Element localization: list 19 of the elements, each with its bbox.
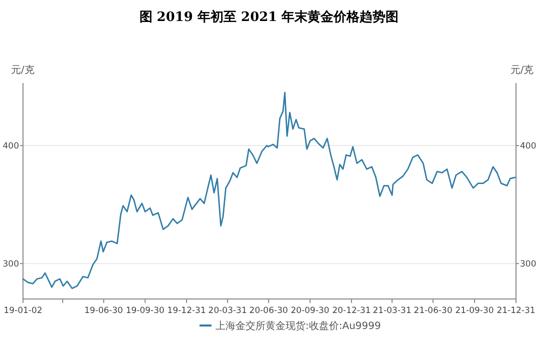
x-tick-label: 19-01-02 bbox=[4, 306, 42, 316]
y2-axis-title: 元/克 bbox=[510, 64, 534, 76]
y-axis-title: 元/克 bbox=[11, 64, 34, 76]
line-series bbox=[22, 92, 516, 290]
x-tick-label: 20-06-30 bbox=[249, 306, 288, 316]
x-tick-label: 21-03-31 bbox=[372, 306, 412, 316]
x-tick-label: 20-09-30 bbox=[290, 306, 330, 316]
y2-tick-label: 400 bbox=[520, 142, 536, 152]
x-tick-label: 21-06-30 bbox=[414, 306, 452, 316]
x-tick-label: 19-06-30 bbox=[84, 306, 123, 316]
x-tick-label: 20-12-31 bbox=[332, 306, 371, 316]
chart-title: 图 2019 年初至 2021 年末黄金价格趋势图 bbox=[139, 9, 399, 25]
legend-label: 上海金交所黄金现货:收盘价:Au9999 bbox=[216, 320, 381, 332]
x-tick-label: 20-03-31 bbox=[208, 306, 247, 316]
x-tick-label: 21-09-30 bbox=[455, 306, 494, 316]
x-tick-label: 19-12-31 bbox=[167, 306, 206, 316]
x-tick-label: 21-12-31 bbox=[496, 306, 536, 316]
y2-tick-label: 300 bbox=[520, 260, 536, 270]
x-tick-label: 19-09-30 bbox=[126, 306, 164, 316]
